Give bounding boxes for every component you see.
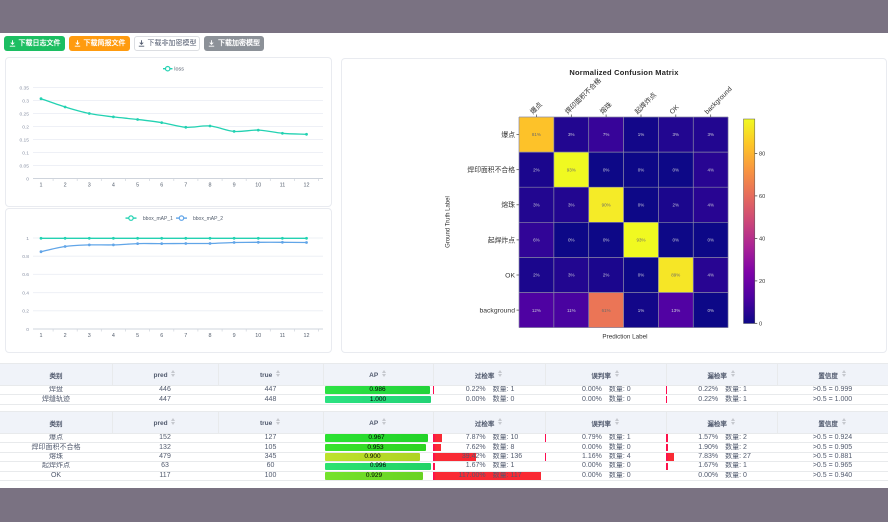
svg-text:6: 6 — [160, 183, 163, 189]
svg-text:7%: 7% — [603, 132, 610, 137]
svg-text:0%: 0% — [707, 238, 714, 243]
svg-text:OK: OK — [505, 272, 515, 279]
svg-text:2%: 2% — [533, 273, 540, 278]
svg-text:0%: 0% — [673, 238, 680, 243]
svg-text:0.8: 0.8 — [22, 254, 29, 260]
svg-text:0.1: 0.1 — [22, 150, 29, 156]
svg-text:5: 5 — [136, 183, 139, 189]
svg-text:1%: 1% — [638, 132, 645, 137]
svg-text:60: 60 — [759, 194, 765, 200]
svg-text:0: 0 — [26, 176, 29, 182]
svg-text:3%: 3% — [568, 273, 575, 278]
svg-text:0.35: 0.35 — [19, 85, 29, 91]
svg-text:起焊炸点: 起焊炸点 — [488, 235, 515, 244]
svg-text:11: 11 — [280, 183, 286, 189]
svg-text:61%: 61% — [602, 308, 611, 313]
svg-text:1%: 1% — [638, 308, 645, 313]
svg-text:3%: 3% — [568, 132, 575, 137]
svg-text:Normalized Confusion Matrix: Normalized Confusion Matrix — [569, 68, 679, 77]
svg-text:3%: 3% — [568, 202, 575, 207]
svg-text:0%: 0% — [673, 167, 680, 172]
svg-text:80: 80 — [759, 152, 765, 158]
svg-text:0%: 0% — [638, 273, 645, 278]
svg-text:3%: 3% — [707, 132, 714, 137]
svg-text:8: 8 — [209, 183, 212, 189]
svg-text:8: 8 — [209, 333, 212, 339]
svg-text:bbox_mAP_2: bbox_mAP_2 — [193, 216, 223, 222]
svg-text:3: 3 — [88, 183, 91, 189]
svg-text:Prediction Label: Prediction Label — [602, 334, 647, 341]
svg-text:13%: 13% — [671, 308, 680, 313]
svg-text:0%: 0% — [638, 167, 645, 172]
svg-text:熔珠: 熔珠 — [501, 200, 515, 209]
svg-text:5: 5 — [136, 333, 139, 339]
svg-text:熔珠: 熔珠 — [598, 100, 614, 116]
svg-text:90%: 90% — [602, 202, 611, 207]
svg-text:0%: 0% — [603, 167, 610, 172]
svg-text:7: 7 — [184, 333, 187, 339]
svg-text:0.3: 0.3 — [22, 98, 29, 104]
svg-text:11%: 11% — [567, 308, 576, 313]
svg-text:40: 40 — [759, 237, 765, 243]
svg-text:4%: 4% — [707, 273, 714, 278]
svg-text:4: 4 — [112, 333, 115, 339]
svg-text:7: 7 — [184, 183, 187, 189]
svg-text:1: 1 — [26, 236, 29, 242]
svg-text:焊印面积不合格: 焊印面积不合格 — [563, 76, 603, 116]
svg-text:焊印面积不合格: 焊印面积不合格 — [467, 165, 515, 174]
svg-text:6%: 6% — [533, 238, 540, 243]
svg-text:0%: 0% — [638, 202, 645, 207]
svg-text:4: 4 — [112, 183, 115, 189]
svg-text:11: 11 — [280, 333, 286, 339]
svg-text:9: 9 — [233, 183, 236, 189]
svg-text:4%: 4% — [707, 202, 714, 207]
svg-text:2%: 2% — [673, 202, 680, 207]
svg-text:0.2: 0.2 — [22, 124, 29, 130]
svg-text:93%: 93% — [567, 167, 576, 172]
svg-text:89%: 89% — [671, 273, 680, 278]
svg-text:4%: 4% — [707, 167, 714, 172]
svg-text:10: 10 — [255, 183, 261, 189]
svg-text:0: 0 — [26, 327, 29, 333]
svg-text:0%: 0% — [707, 308, 714, 313]
svg-text:81%: 81% — [532, 132, 541, 137]
svg-text:9: 9 — [233, 333, 236, 339]
svg-text:0%: 0% — [603, 238, 610, 243]
svg-text:6: 6 — [160, 333, 163, 339]
svg-text:0.25: 0.25 — [19, 111, 29, 117]
svg-text:12: 12 — [304, 333, 310, 339]
svg-text:2%: 2% — [603, 273, 610, 278]
svg-text:loss: loss — [174, 67, 184, 73]
svg-text:20: 20 — [759, 279, 765, 285]
svg-text:0%: 0% — [568, 238, 575, 243]
svg-text:爆点: 爆点 — [501, 130, 515, 139]
svg-text:12: 12 — [304, 183, 310, 189]
svg-text:0.05: 0.05 — [19, 163, 29, 169]
svg-text:background: background — [704, 86, 734, 116]
svg-text:10: 10 — [255, 333, 261, 339]
svg-text:2: 2 — [64, 333, 67, 339]
svg-text:起焊炸点: 起焊炸点 — [633, 90, 659, 116]
svg-text:2%: 2% — [533, 167, 540, 172]
svg-text:0.6: 0.6 — [22, 272, 29, 278]
svg-text:3%: 3% — [673, 132, 680, 137]
svg-text:Ground Truth Label: Ground Truth Label — [446, 196, 452, 248]
svg-text:background: background — [479, 308, 515, 315]
svg-text:0.15: 0.15 — [19, 137, 29, 143]
svg-text:3%: 3% — [533, 202, 540, 207]
svg-text:2: 2 — [64, 183, 67, 189]
svg-text:0: 0 — [759, 321, 762, 327]
svg-text:1: 1 — [40, 333, 43, 339]
svg-text:1: 1 — [40, 183, 43, 189]
svg-text:12%: 12% — [532, 308, 541, 313]
svg-text:0.2: 0.2 — [22, 309, 29, 315]
svg-text:爆点: 爆点 — [528, 100, 544, 116]
svg-text:0.4: 0.4 — [22, 290, 29, 296]
svg-text:bbox_mAP_1: bbox_mAP_1 — [143, 216, 173, 222]
svg-text:93%: 93% — [636, 238, 645, 243]
svg-text:OK: OK — [669, 104, 681, 116]
svg-text:3: 3 — [88, 333, 91, 339]
